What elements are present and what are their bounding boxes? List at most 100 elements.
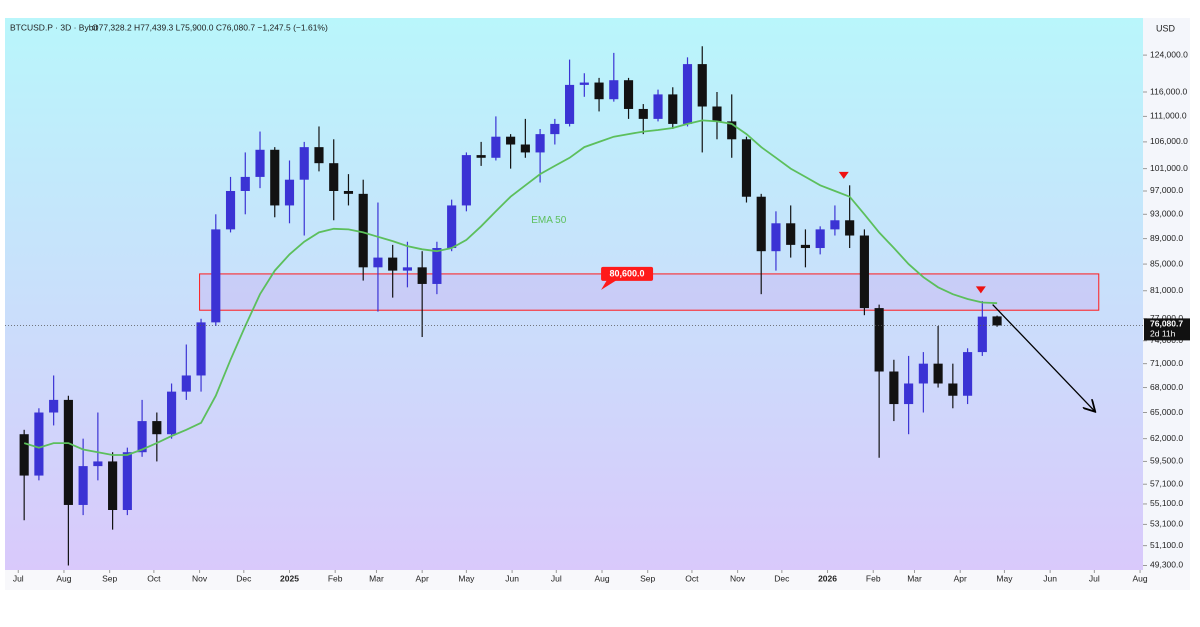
y-tick-label: 65,000.0 xyxy=(1150,407,1183,417)
symbol: BTCUSD.P · 3D · Bybit xyxy=(10,22,98,32)
candle-body xyxy=(240,176,250,191)
y-tick-label: 116,000.0 xyxy=(1150,86,1187,96)
candle-body xyxy=(108,461,118,511)
last-price-label: 76,080.7 xyxy=(1150,319,1183,329)
zone-label-box xyxy=(601,266,654,281)
candle-body xyxy=(476,155,486,158)
candle-body xyxy=(255,149,265,177)
x-tick-label: Nov xyxy=(730,573,746,583)
signal-marker xyxy=(975,286,986,294)
candle-body xyxy=(815,229,825,249)
candle-body xyxy=(756,196,766,252)
x-tick-label: Mar xyxy=(907,573,922,583)
x-tick-label: May xyxy=(996,573,1013,583)
y-tick-label: 49,300.0 xyxy=(1150,560,1183,570)
x-tick-label: Feb xyxy=(328,573,343,583)
y-tick-label: 57,100.0 xyxy=(1150,478,1183,488)
x-tick-label: Oct xyxy=(685,573,699,583)
candle-body xyxy=(874,308,884,372)
candle-body xyxy=(786,223,796,245)
candle-body xyxy=(284,179,295,206)
candle-body xyxy=(992,316,1002,326)
x-tick-label: Jun xyxy=(505,573,519,583)
x-tick-label: Mar xyxy=(369,573,384,583)
y-tick-label: 124,000.0 xyxy=(1150,49,1188,59)
candle-body xyxy=(343,190,354,194)
y-tick-label: 53,100.0 xyxy=(1150,519,1183,529)
candle-body xyxy=(682,64,693,124)
y-tick-label: 101,000.0 xyxy=(1150,163,1188,173)
x-tick-label: Aug xyxy=(56,573,71,583)
candle-body xyxy=(388,257,398,271)
x-tick-label: Sep xyxy=(102,573,117,583)
candle-body xyxy=(491,136,501,158)
x-tick-label: Feb xyxy=(866,573,881,583)
signal-marker xyxy=(838,171,849,179)
ema-line xyxy=(23,119,998,456)
y-tick-label: 55,100.0 xyxy=(1150,498,1183,508)
y-tick-label: 77,000.0 xyxy=(1150,313,1183,323)
arrow xyxy=(992,304,1095,411)
candle-body xyxy=(152,421,162,435)
candle-body xyxy=(329,163,339,191)
x-tick-label: May xyxy=(458,573,475,583)
candle-body xyxy=(93,461,103,467)
candle-body xyxy=(373,257,383,268)
y-tick-label: 81,000.0 xyxy=(1150,285,1183,295)
candle-body xyxy=(432,248,442,284)
candle-body xyxy=(727,121,737,140)
candle-body xyxy=(167,391,177,435)
candle-body xyxy=(918,363,928,384)
candle-body xyxy=(358,193,368,268)
countdown: 2d 11h xyxy=(1150,329,1176,339)
x-tick-label: Sep xyxy=(640,573,655,583)
x-tick-label: Aug xyxy=(594,573,609,583)
candle-body xyxy=(653,94,663,119)
time-axis xyxy=(5,570,1190,590)
candle-body xyxy=(181,375,191,392)
x-tick-label: Jun xyxy=(1043,573,1057,583)
x-tick-label: Dec xyxy=(774,573,790,583)
candle-body xyxy=(594,82,604,100)
candle-body xyxy=(520,144,530,153)
candle-body xyxy=(19,434,29,476)
candle-body xyxy=(314,147,324,164)
zone-label-pointer xyxy=(601,279,618,290)
x-tick-label: Jul xyxy=(13,573,24,583)
candle-body xyxy=(859,235,869,309)
candle-body xyxy=(638,108,648,119)
x-tick-label: Dec xyxy=(236,573,252,583)
x-tick-label: Oct xyxy=(147,573,161,583)
candle-body xyxy=(712,106,722,122)
candle-body xyxy=(402,267,412,271)
zone-label: 80,600.0 xyxy=(610,268,645,278)
ohlc: O77,328.2 H77,439.3 L75,900.0 C76,080.7 … xyxy=(92,22,328,32)
candle-body xyxy=(34,412,44,476)
y-tick-label: 59,500.0 xyxy=(1150,456,1183,466)
candle-body xyxy=(565,84,575,124)
candle-body xyxy=(506,136,516,145)
y-tick-label: 85,000.0 xyxy=(1150,258,1183,268)
candle-body xyxy=(668,94,678,124)
candle-body xyxy=(948,383,958,396)
candle-body xyxy=(771,223,781,252)
candle-body xyxy=(697,64,707,107)
candle-body xyxy=(741,139,752,197)
candle-body xyxy=(270,149,280,206)
ema-label: EMA 50 xyxy=(531,215,566,226)
x-tick-label: 2025 xyxy=(280,573,299,583)
candle-body xyxy=(299,147,309,180)
candle-body xyxy=(461,155,471,206)
y-tick-label: 93,000.0 xyxy=(1150,209,1183,219)
candle-body xyxy=(78,466,88,505)
candle-body xyxy=(417,267,427,284)
candle-body xyxy=(933,363,943,384)
x-tick-label: Apr xyxy=(416,573,429,583)
candle-body xyxy=(550,123,560,135)
candle-body xyxy=(49,399,59,413)
candle-body xyxy=(137,421,147,453)
candle-body xyxy=(623,80,634,109)
last-price-box xyxy=(1144,318,1190,341)
candle-body xyxy=(800,244,811,249)
